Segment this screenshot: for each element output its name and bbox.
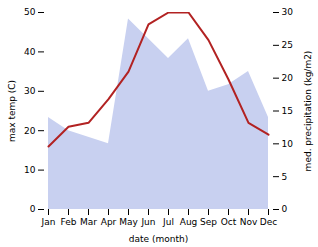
- svg-text:Jun: Jun: [140, 217, 155, 227]
- svg-text:date (month): date (month): [129, 234, 188, 244]
- svg-text:10: 10: [24, 165, 36, 175]
- svg-text:Jul: Jul: [162, 217, 174, 227]
- svg-text:Aug: Aug: [180, 217, 198, 227]
- svg-text:Dec: Dec: [260, 217, 277, 227]
- svg-text:max temp (C): max temp (C): [7, 80, 17, 142]
- svg-text:Jan: Jan: [41, 217, 56, 227]
- svg-text:10: 10: [282, 139, 294, 149]
- svg-text:50: 50: [24, 7, 36, 17]
- svg-text:15: 15: [282, 106, 293, 116]
- svg-text:0: 0: [30, 204, 36, 214]
- svg-text:med. precipitation (kg/m2): med. precipitation (kg/m2): [303, 51, 313, 172]
- svg-text:May: May: [119, 217, 138, 227]
- svg-text:Mar: Mar: [80, 217, 97, 227]
- svg-text:25: 25: [282, 40, 293, 50]
- svg-text:40: 40: [24, 47, 36, 57]
- svg-text:0: 0: [282, 204, 288, 214]
- svg-text:30: 30: [24, 86, 36, 96]
- svg-text:Nov: Nov: [240, 217, 258, 227]
- svg-text:20: 20: [282, 73, 294, 83]
- svg-text:30: 30: [282, 7, 294, 17]
- svg-text:Feb: Feb: [61, 217, 77, 227]
- svg-text:Oct: Oct: [221, 217, 237, 227]
- svg-text:Sep: Sep: [200, 217, 217, 227]
- svg-text:5: 5: [282, 172, 288, 182]
- svg-text:Apr: Apr: [101, 217, 117, 227]
- svg-text:20: 20: [24, 126, 36, 136]
